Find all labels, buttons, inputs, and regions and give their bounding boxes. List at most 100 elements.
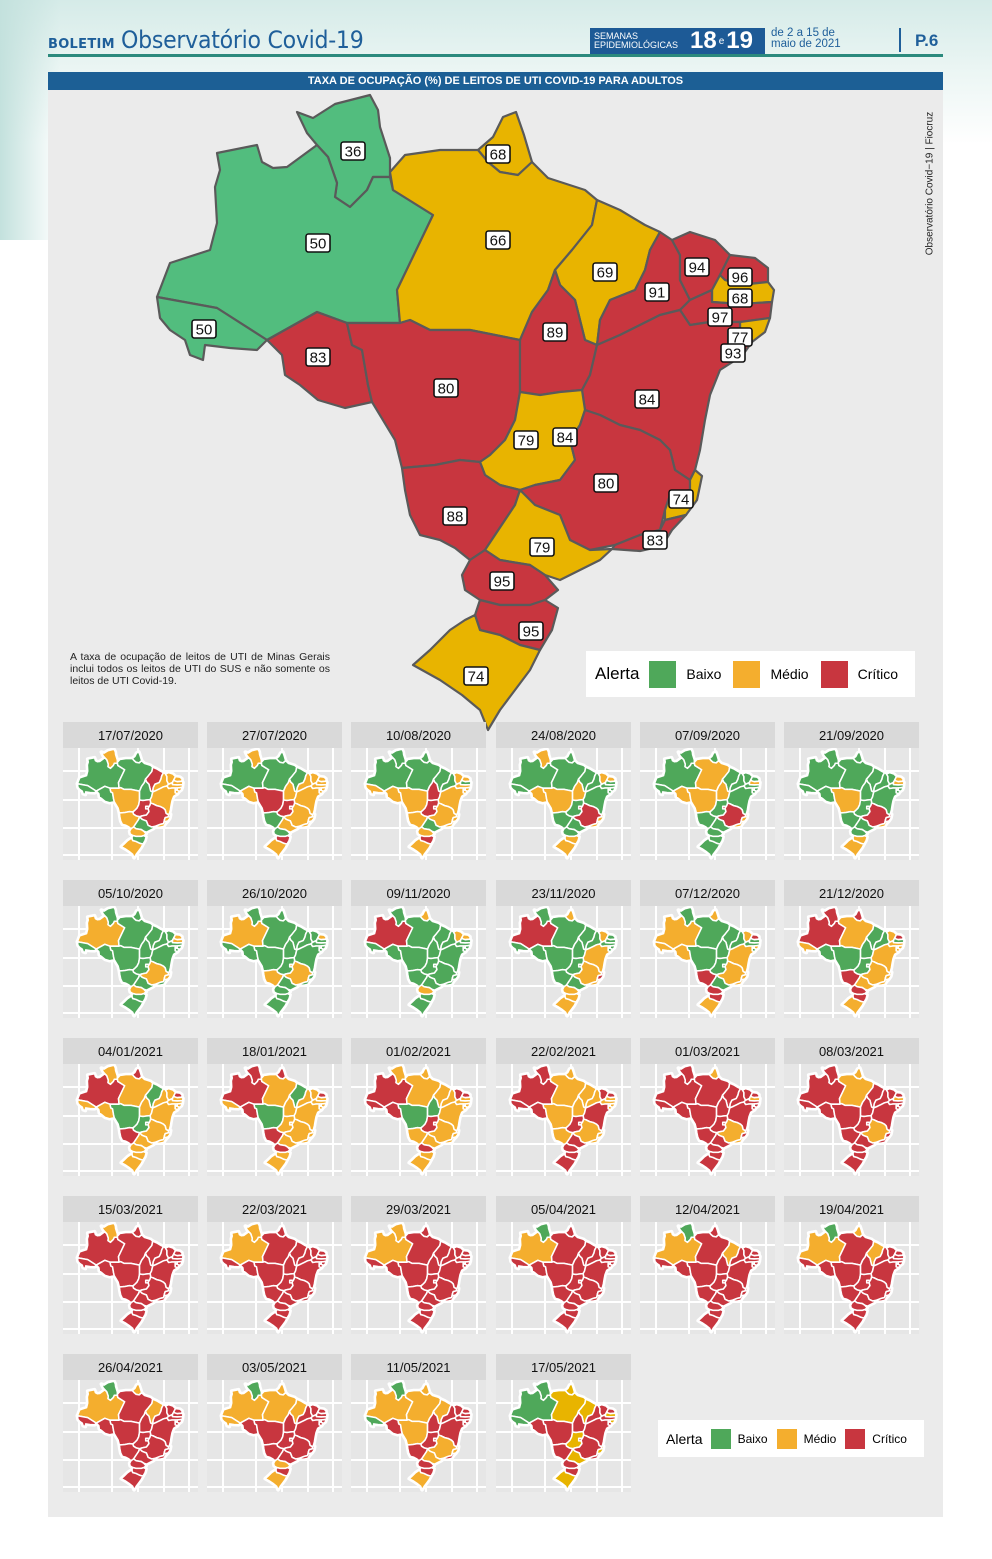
occupancy-value: 94 (689, 260, 706, 277)
state-sp (420, 1131, 445, 1149)
state-sp (132, 973, 157, 991)
state-rj (442, 1294, 457, 1302)
legend-title: Alerta (595, 664, 640, 683)
header-divider (899, 28, 901, 52)
state-label-rj: 83 (642, 530, 668, 550)
state-sp (853, 973, 878, 991)
state-sp (565, 1131, 590, 1149)
small-map-date: 26/10/2020 (207, 880, 342, 906)
small-choropleth-map (652, 748, 762, 860)
weeks-label-line-2: EPIDEMIOLÓGICAS (594, 40, 679, 50)
state-ac (653, 782, 675, 796)
small-map-date: 27/07/2020 (207, 722, 342, 748)
state-rj (731, 1294, 746, 1302)
small-map-area (63, 1064, 198, 1176)
state-ac (364, 1256, 386, 1270)
state-label-es: 74 (668, 489, 694, 509)
state-sp (565, 1289, 590, 1307)
small-map-date: 15/03/2021 (63, 1196, 198, 1222)
state-label-go: 79 (513, 430, 539, 450)
state-label-pe: 97 (707, 307, 733, 327)
occupancy-value: 74 (468, 669, 485, 686)
legend-swatch-critical (820, 660, 848, 688)
state-rs (841, 995, 865, 1017)
small-map-area (496, 1222, 631, 1334)
label-box (644, 282, 670, 302)
small-map-area (63, 1222, 198, 1334)
small-map-date: 05/10/2020 (63, 880, 198, 906)
state-rj (442, 820, 457, 828)
small-choropleth-map (508, 906, 618, 1018)
label-box (727, 267, 753, 287)
small-map-date: 17/07/2020 (63, 722, 198, 748)
state-rj (875, 1294, 890, 1302)
label-box (340, 141, 366, 161)
state-rs (553, 837, 577, 859)
label-box (485, 144, 511, 164)
small-map-area (496, 1064, 631, 1176)
legend-label-critical: Crítico (857, 666, 899, 682)
small-choropleth-map (508, 1064, 618, 1176)
small-map-area (351, 1222, 486, 1334)
small-map-area (207, 1380, 342, 1492)
state-label-pi: 91 (644, 282, 670, 302)
state-sp (276, 1447, 301, 1465)
state-label-sc: 95 (518, 621, 544, 641)
state-ac (509, 940, 531, 954)
state-sp (483, 488, 614, 582)
state-ac (220, 940, 242, 954)
occupancy-value: 80 (598, 476, 615, 493)
small-map-panel: 05/10/2020 (63, 880, 198, 1018)
state-sp (709, 973, 734, 991)
state-label-ms: 88 (442, 506, 468, 526)
legend-title: Alerta (666, 1430, 703, 1447)
state-rj (875, 820, 890, 828)
state-ac (364, 1098, 386, 1112)
state-ac (509, 1256, 531, 1270)
state-sp (276, 815, 301, 833)
label-box (707, 307, 733, 327)
small-map-panel: 07/12/2020 (640, 880, 775, 1018)
state-ac (76, 940, 98, 954)
small-map-area (784, 1222, 919, 1334)
legend-swatch-low (649, 660, 677, 688)
state-rs (264, 837, 288, 859)
small-map-panel: 26/04/2021 (63, 1354, 198, 1492)
small-choropleth-map (75, 1380, 185, 1492)
small-choropleth-map (796, 1222, 906, 1334)
epidemiological-weeks-badge: SEMANAS EPIDEMIOLÓGICAS 18 e 19 (590, 27, 765, 54)
label-box (513, 430, 539, 450)
state-sp (565, 815, 590, 833)
small-map-date: 07/12/2020 (640, 880, 775, 906)
label-box (518, 621, 544, 641)
small-map-area (207, 1064, 342, 1176)
occupancy-value: 80 (438, 381, 455, 398)
small-choropleth-map (363, 1380, 473, 1492)
small-map-date: 22/03/2021 (207, 1196, 342, 1222)
state-ac (76, 1256, 98, 1270)
small-choropleth-map (219, 1064, 329, 1176)
state-label-sp: 79 (529, 537, 555, 557)
state-label-pa: 66 (485, 230, 511, 250)
state-rj (587, 978, 602, 986)
occupancy-value: 66 (490, 233, 507, 250)
small-map-date: 01/03/2021 (640, 1038, 775, 1064)
small-choropleth-map (363, 1064, 473, 1176)
small-map-date: 12/04/2021 (640, 1196, 775, 1222)
small-map-date: 17/05/2021 (496, 1354, 631, 1380)
occupancy-value: 68 (490, 147, 507, 164)
small-map-date: 07/09/2020 (640, 722, 775, 748)
occupancy-value: 95 (494, 574, 511, 591)
header-rule (48, 54, 943, 57)
small-map-date: 24/08/2020 (496, 722, 631, 748)
state-rs (697, 1153, 721, 1175)
state-rs (408, 1311, 432, 1333)
small-map-panel: 22/03/2021 (207, 1196, 342, 1334)
label-box (442, 506, 468, 526)
state-sp (709, 1131, 734, 1149)
occupancy-value: 36 (345, 144, 362, 161)
small-map-date: 03/05/2021 (207, 1354, 342, 1380)
legend-swatch-low (710, 1428, 731, 1449)
small-map-panel: 21/12/2020 (784, 880, 919, 1018)
occupancy-value: 97 (712, 310, 729, 327)
